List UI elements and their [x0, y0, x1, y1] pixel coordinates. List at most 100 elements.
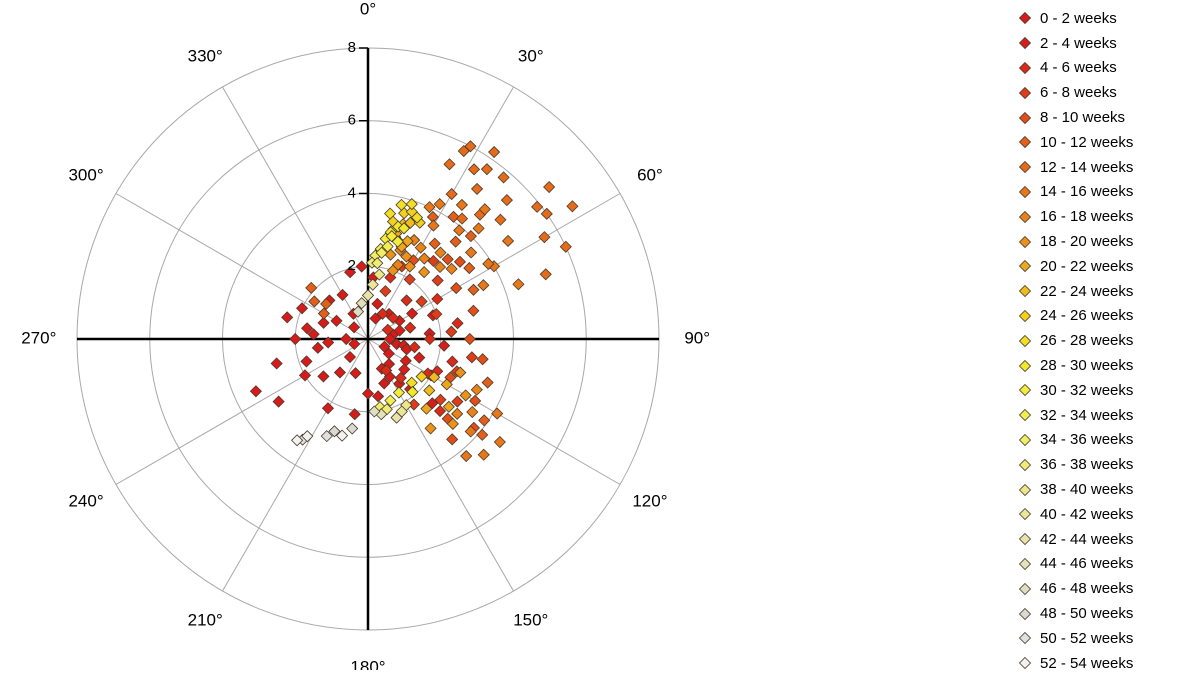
data-point — [460, 449, 473, 463]
legend-diamond-icon — [1018, 86, 1032, 99]
legend-item: 22 - 24 weeks — [1018, 279, 1186, 304]
data-points — [249, 140, 579, 463]
legend-diamond-icon — [1018, 185, 1032, 199]
legend-item: 26 - 28 weeks — [1018, 328, 1186, 353]
series-7 — [423, 198, 525, 463]
data-point — [477, 448, 490, 461]
legend-item: 2 - 4 weeks — [1018, 31, 1186, 56]
legend-item: 48 - 50 weeks — [1018, 601, 1186, 626]
legend-item: 40 - 42 weeks — [1018, 502, 1186, 527]
data-point — [392, 386, 405, 399]
legend-diamond-icon — [1018, 508, 1032, 521]
data-point — [317, 316, 330, 329]
data-point — [305, 281, 318, 294]
data-point — [308, 295, 321, 308]
data-point — [497, 171, 510, 184]
legend-item: 52 - 54 weeks — [1018, 651, 1186, 676]
data-point — [400, 294, 413, 307]
legend-label: 30 - 32 weeks — [1040, 381, 1134, 399]
series-0 — [249, 260, 412, 421]
data-point — [405, 198, 418, 211]
angle-label: 0° — [360, 0, 376, 18]
data-point — [512, 278, 525, 291]
data-point — [443, 158, 456, 171]
data-point — [491, 407, 504, 420]
legend-diamond-icon — [1018, 384, 1032, 397]
data-point — [433, 260, 447, 274]
data-point — [454, 366, 467, 379]
data-point — [540, 207, 553, 220]
data-point — [488, 145, 501, 159]
data-point — [418, 252, 431, 265]
data-point — [423, 332, 436, 346]
series-23 — [351, 305, 381, 418]
data-point — [272, 395, 285, 408]
data-point — [380, 364, 393, 377]
data-point — [298, 369, 312, 382]
data-point — [446, 355, 459, 368]
data-point — [399, 354, 412, 367]
data-point — [467, 304, 480, 317]
data-point — [317, 307, 330, 320]
data-point — [301, 322, 314, 335]
legend-label: 44 - 46 weeks — [1040, 555, 1134, 573]
legend-label: 52 - 54 weeks — [1040, 654, 1134, 672]
grid-spoke — [222, 86, 369, 340]
angle-label: 270° — [21, 328, 56, 347]
data-point — [493, 435, 506, 449]
legend-diamond-icon — [1018, 334, 1032, 347]
data-point — [566, 200, 579, 213]
data-point — [466, 405, 479, 419]
data-point — [445, 325, 458, 338]
legend-label: 26 - 28 weeks — [1040, 332, 1134, 350]
data-point — [366, 278, 379, 291]
data-point — [403, 260, 416, 273]
data-point — [539, 268, 552, 281]
grid-spoke — [367, 86, 514, 340]
data-point — [378, 340, 391, 353]
legend-diamond-icon — [1018, 458, 1032, 471]
data-point — [301, 430, 314, 443]
data-point — [428, 371, 441, 384]
angle-label: 240° — [68, 491, 103, 510]
data-point — [559, 240, 572, 253]
data-point — [423, 201, 436, 214]
data-point — [408, 341, 421, 354]
legend-item: 42 - 44 weeks — [1018, 527, 1186, 552]
data-point — [449, 235, 462, 248]
data-point — [343, 350, 357, 364]
data-point — [446, 433, 459, 446]
data-point — [328, 425, 341, 438]
data-point — [410, 211, 424, 224]
radial-tick-label: 6 — [348, 112, 356, 129]
data-point — [330, 314, 343, 327]
data-point — [281, 311, 294, 324]
legend-item: 24 - 26 weeks — [1018, 304, 1186, 329]
data-point — [431, 274, 444, 287]
data-point — [404, 216, 417, 229]
legend-diamond-icon — [1018, 12, 1032, 25]
legend-label: 6 - 8 weeks — [1040, 84, 1117, 102]
legend-label: 12 - 14 weeks — [1040, 158, 1134, 176]
data-point — [397, 222, 411, 235]
data-point — [538, 231, 551, 244]
data-point — [290, 434, 304, 447]
data-point — [369, 312, 382, 325]
data-point — [434, 246, 447, 259]
data-point — [433, 404, 447, 418]
legend-item: 28 - 30 weeks — [1018, 353, 1186, 378]
data-point — [351, 305, 365, 318]
series-19 — [373, 268, 413, 412]
data-point — [451, 395, 464, 408]
angle-label: 150° — [513, 610, 548, 629]
legend-label: 40 - 42 weeks — [1040, 505, 1134, 523]
data-point — [296, 302, 309, 315]
legend-label: 2 - 4 weeks — [1040, 34, 1117, 52]
legend-label: 28 - 30 weeks — [1040, 357, 1134, 375]
legend-diamond-icon — [1018, 161, 1032, 174]
legend-diamond-icon — [1018, 607, 1032, 620]
data-point — [391, 235, 404, 248]
data-point — [440, 378, 453, 391]
data-point — [403, 273, 416, 286]
